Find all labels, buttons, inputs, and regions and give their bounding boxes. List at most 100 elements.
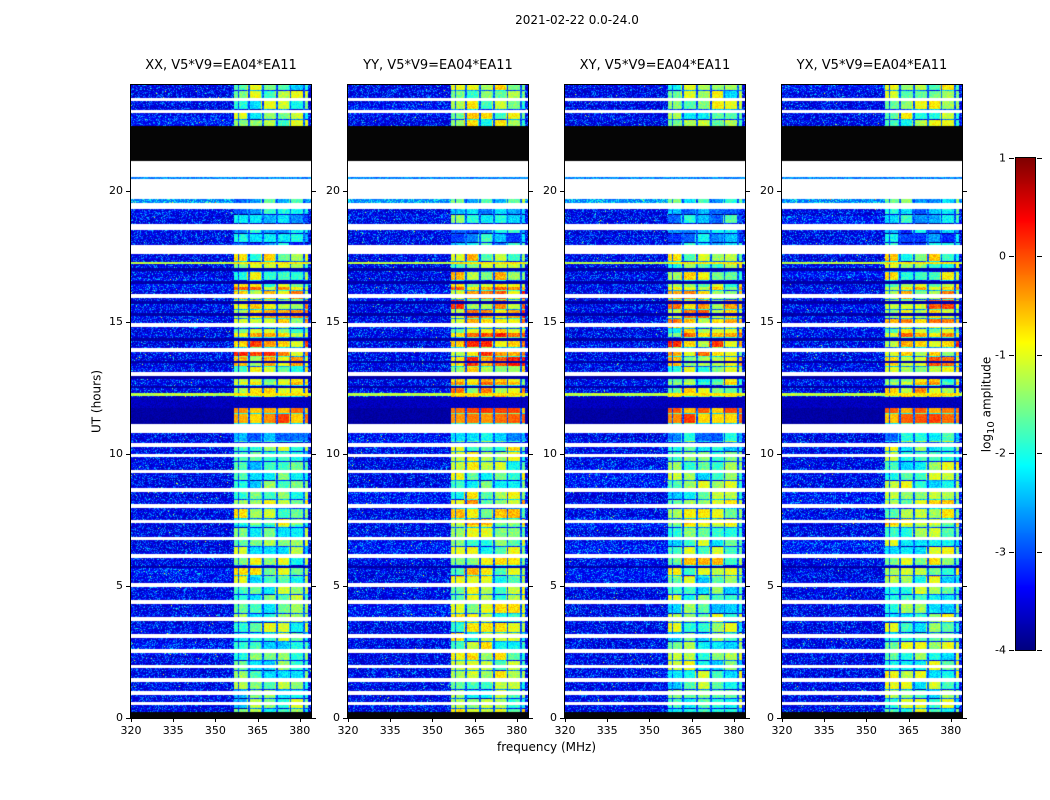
- y-tick-label: 0: [767, 711, 774, 724]
- y-tick-mark: [529, 586, 533, 588]
- y-tick-label: 0: [116, 711, 123, 724]
- colorbar-tick-mark: [1037, 551, 1042, 553]
- y-tick-label: 0: [333, 711, 340, 724]
- colorbar-tick-label: -4: [995, 643, 1006, 657]
- x-tick-mark: [299, 718, 301, 722]
- y-tick-label: 15: [326, 315, 340, 329]
- y-tick-mark: [343, 190, 347, 192]
- y-tick-mark: [343, 322, 347, 324]
- x-tick-mark: [131, 718, 132, 722]
- x-tick-label: 335: [596, 724, 618, 737]
- spectrogram-canvas: [565, 85, 745, 718]
- x-tick-mark: [432, 718, 434, 722]
- x-tick-label: 320: [337, 724, 359, 737]
- spectrogram-canvas: [782, 85, 962, 718]
- y-tick-mark: [777, 322, 781, 324]
- x-tick-mark: [215, 718, 217, 722]
- y-tick-mark: [312, 586, 316, 588]
- x-tick-label: 320: [120, 724, 142, 737]
- colorbar-tick-label: -2: [995, 446, 1006, 460]
- x-tick-label: 380: [940, 724, 962, 737]
- panel-title: YY, V5*V9=EA04*EA11: [363, 58, 513, 73]
- colorbar-tick-label: -1: [995, 348, 1006, 362]
- panel-title: YX, V5*V9=EA04*EA11: [796, 58, 948, 73]
- x-tick-label: 350: [204, 724, 226, 737]
- y-tick-mark: [560, 586, 564, 588]
- y-tick-mark: [746, 586, 750, 588]
- y-tick-mark: [963, 454, 967, 456]
- y-tick-mark: [777, 586, 781, 588]
- y-tick-label: 10: [760, 447, 774, 461]
- y-tick-mark: [746, 718, 750, 719]
- panel-title: XY, V5*V9=EA04*EA11: [579, 58, 731, 73]
- x-tick-label: 365: [464, 724, 486, 737]
- x-tick-mark: [733, 718, 735, 722]
- colorbar-tick-label: 0: [999, 249, 1006, 263]
- panel-title: XX, V5*V9=EA04*EA11: [145, 58, 297, 73]
- colorbar-tick-mark: [1037, 650, 1042, 651]
- figure-title: 2021-02-22 0.0-24.0: [515, 13, 639, 27]
- y-tick-mark: [746, 454, 750, 456]
- y-tick-label: 5: [333, 579, 340, 593]
- y-tick-label: 5: [550, 579, 557, 593]
- x-tick-mark: [257, 718, 259, 722]
- y-tick-mark: [746, 322, 750, 324]
- x-tick-mark: [565, 718, 566, 722]
- y-tick-mark: [529, 454, 533, 456]
- y-tick-mark: [126, 322, 130, 324]
- y-tick-label: 15: [109, 315, 123, 329]
- colorbar-tick-label: -3: [995, 545, 1006, 559]
- x-tick-mark: [516, 718, 518, 722]
- y-tick-label: 15: [760, 315, 774, 329]
- colorbar-tick-mark: [1037, 453, 1042, 455]
- x-tick-mark: [908, 718, 910, 722]
- colorbar: [1015, 157, 1036, 651]
- colorbar-tick-mark: [1009, 551, 1014, 553]
- y-tick-mark: [312, 190, 316, 192]
- x-tick-mark: [649, 718, 651, 722]
- x-tick-label: 350: [638, 724, 660, 737]
- colorbar-gradient: [1016, 158, 1035, 650]
- x-tick-label: 365: [681, 724, 703, 737]
- y-tick-mark: [529, 322, 533, 324]
- x-tick-mark: [691, 718, 693, 722]
- colorbar-tick-label: 1: [999, 151, 1006, 165]
- y-tick-mark: [560, 454, 564, 456]
- x-tick-label: 380: [506, 724, 528, 737]
- y-tick-label: 15: [543, 315, 557, 329]
- y-axis-label: UT (hours): [89, 369, 104, 434]
- y-tick-mark: [746, 190, 750, 192]
- x-tick-mark: [390, 718, 392, 722]
- y-tick-mark: [312, 454, 316, 456]
- x-tick-mark: [173, 718, 175, 722]
- y-tick-mark: [529, 718, 533, 719]
- y-tick-label: 10: [543, 447, 557, 461]
- spectrogram-canvas: [348, 85, 528, 718]
- x-tick-label: 380: [723, 724, 745, 737]
- x-tick-mark: [607, 718, 609, 722]
- x-tick-mark: [348, 718, 349, 722]
- x-tick-mark: [866, 718, 868, 722]
- x-tick-mark: [824, 718, 826, 722]
- y-tick-mark: [343, 454, 347, 456]
- x-tick-label: 350: [421, 724, 443, 737]
- spectrogram-canvas: [131, 85, 311, 718]
- x-tick-label: 380: [289, 724, 311, 737]
- y-tick-label: 20: [326, 183, 340, 197]
- colorbar-tick-mark: [1037, 354, 1042, 356]
- colorbar-tick-mark: [1009, 354, 1014, 356]
- y-tick-label: 5: [116, 579, 123, 593]
- x-tick-mark: [474, 718, 476, 722]
- y-tick-label: 20: [760, 183, 774, 197]
- y-tick-mark: [777, 454, 781, 456]
- x-tick-label: 335: [379, 724, 401, 737]
- colorbar-label-suffix: amplitude: [979, 356, 994, 422]
- spectrogram-panel-xx: [130, 84, 312, 719]
- y-tick-mark: [126, 586, 130, 588]
- colorbar-tick-mark: [1037, 158, 1042, 159]
- x-tick-label: 350: [855, 724, 877, 737]
- x-axis-label: frequency (MHz): [496, 740, 597, 754]
- spectrogram-panel-yy: [347, 84, 529, 719]
- y-tick-label: 20: [109, 183, 123, 197]
